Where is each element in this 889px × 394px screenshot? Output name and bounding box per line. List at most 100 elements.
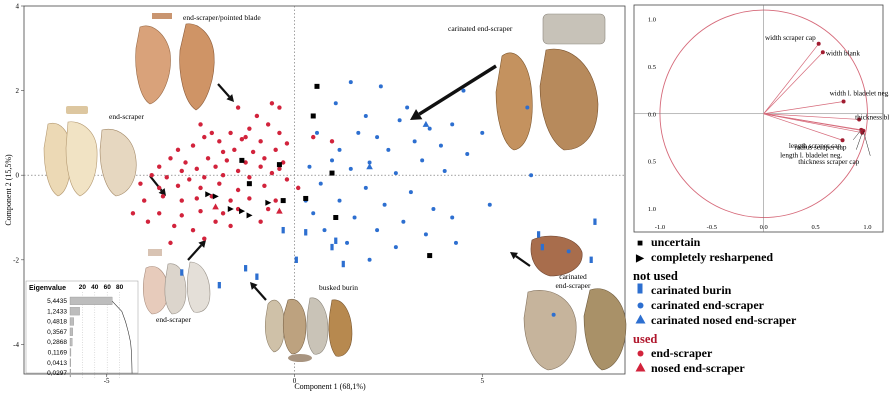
eigen-percent-ticks: 20 40 60 80 — [79, 284, 124, 379]
x-ticks: -5 0 5 — [104, 374, 485, 385]
artefact-photo-carinated-end-scraper-bottom — [523, 235, 627, 371]
point-carinated-end-scraper — [423, 232, 428, 237]
arrow-carinated-bottom-head — [510, 252, 518, 260]
point-completely-resharpened — [246, 212, 253, 219]
point-end-scraper — [217, 181, 222, 186]
point-carinated-burin — [540, 243, 544, 251]
point-end-scraper — [277, 130, 282, 136]
point-nosed-end-scraper — [212, 203, 219, 210]
point-carinated-end-scraper — [375, 135, 380, 140]
loadings-y-tick: 1.0 — [648, 206, 656, 213]
point-end-scraper — [160, 194, 166, 199]
point-carinated-burin — [593, 218, 597, 225]
point-carinated-end-scraper — [438, 143, 443, 148]
point-carinated-end-scraper — [345, 240, 350, 245]
point-end-scraper — [243, 134, 248, 140]
point-end-scraper — [262, 156, 267, 161]
loadings-y-tick: 1.0 — [648, 17, 656, 24]
x-tick-label: -5 — [104, 377, 110, 385]
legend-item-carinated-nosed: carinated nosed end-scraper — [633, 313, 883, 328]
point-carinated-end-scraper — [487, 202, 492, 207]
point-nosed-end-scraper — [276, 207, 283, 214]
eigen-value-label: 0,0297 — [47, 370, 67, 377]
point-end-scraper — [280, 160, 286, 165]
point-end-scraper — [224, 158, 230, 163]
point-end-scraper — [168, 240, 173, 246]
point-end-scraper — [284, 177, 290, 182]
point-end-scraper — [157, 185, 162, 191]
caption-carinated-end-scraper-bottom: carinated end-scraper — [556, 272, 591, 290]
point-carinated-end-scraper — [551, 312, 556, 317]
point-carinated-end-scraper — [405, 105, 410, 110]
point-end-scraper — [273, 198, 278, 203]
point-end-scraper — [220, 211, 226, 216]
point-carinated-end-scraper — [382, 202, 387, 207]
x-tick-label: 0 — [293, 377, 297, 385]
point-end-scraper — [179, 198, 184, 203]
point-end-scraper — [175, 147, 181, 153]
point-carinated-end-scraper — [356, 130, 361, 135]
point-end-scraper — [202, 175, 207, 180]
point-carinated-burin — [304, 229, 308, 236]
point-end-scraper — [138, 181, 143, 186]
loading-vector — [763, 52, 824, 115]
point-end-scraper — [250, 149, 256, 155]
eigen-axis-tick: 80 — [116, 284, 124, 291]
point-end-scraper — [183, 160, 188, 165]
point-uncertain — [427, 253, 433, 259]
point-end-scraper — [277, 105, 282, 110]
eigen-axis-tick: 40 — [91, 284, 99, 291]
arrow-carinated-end-scraper-shaft — [418, 64, 497, 116]
point-end-scraper — [213, 164, 218, 169]
point-end-scraper — [168, 156, 173, 161]
point-end-scraper — [239, 137, 245, 142]
point-end-scraper — [228, 223, 233, 229]
legend-heading-used: used — [633, 332, 658, 346]
point-end-scraper — [235, 168, 241, 174]
x-axis-label: Component 1 (68,1%) — [294, 382, 366, 391]
pointer-arrows — [149, 64, 531, 301]
point-carinated-end-scraper — [348, 166, 353, 171]
point-uncertain — [314, 83, 320, 89]
point-end-scraper — [296, 185, 301, 191]
data-points — [130, 80, 597, 317]
point-carinated-burin — [180, 269, 184, 276]
arrow-busked-burin-head — [250, 282, 258, 290]
y-tick-label: 2 — [16, 87, 20, 95]
eigen-rows: 5,4435 1,2433 0,4818 0,3567 0,2868 0,1169 0,04… — [47, 296, 133, 377]
caption-busked-burin: busked burin — [319, 283, 358, 292]
point-end-scraper — [149, 172, 154, 178]
point-completely-resharpened — [227, 206, 234, 213]
eigen-value-label: 1,2433 — [47, 308, 67, 315]
point-completely-resharpened — [212, 193, 219, 200]
arrow-end-scraper-left-head — [158, 188, 166, 196]
eigen-cumulative-curve — [112, 300, 133, 374]
loading-label: length l. bladelet neg. — [780, 152, 842, 160]
loadings-x-tick: -0.5 — [707, 224, 717, 231]
legend-item-uncertain: ■ uncertain — [636, 235, 701, 249]
point-end-scraper — [179, 213, 184, 218]
y-axis-label: Component 2 (15,5%) — [4, 154, 13, 226]
point-end-scraper — [258, 219, 263, 224]
point-end-scraper — [202, 236, 207, 241]
caption-end-scraper-bottom: end-scraper — [156, 315, 191, 324]
legend-heading-not-used: not used — [633, 269, 678, 283]
point-end-scraper — [194, 166, 199, 172]
eigen-axis-tick: 60 — [104, 284, 112, 291]
point-end-scraper — [198, 185, 203, 191]
point-carinated-end-scraper — [318, 181, 323, 186]
loading-vector — [763, 113, 843, 141]
loading-vector — [763, 113, 860, 120]
point-carinated-end-scraper — [450, 215, 455, 220]
arrow-end-scraper-bottom-head — [198, 240, 206, 248]
loadings-circle-plot: -1.0 -0.5 0.0 0.5 1.0 1.0 0.5 0.0 0.5 1.0 width s… — [633, 4, 889, 233]
artefact-photo-end-scraper-left — [43, 106, 137, 197]
eigen-bar — [69, 358, 71, 367]
point-completely-resharpened — [239, 208, 246, 215]
eigen-value-label: 5,4435 — [47, 298, 67, 305]
point-end-scraper — [157, 164, 162, 169]
loadings-x-tick: -1.0 — [655, 224, 665, 231]
point-carinated-end-scraper — [363, 185, 368, 190]
point-end-scraper — [198, 122, 203, 127]
point-uncertain — [329, 170, 335, 176]
